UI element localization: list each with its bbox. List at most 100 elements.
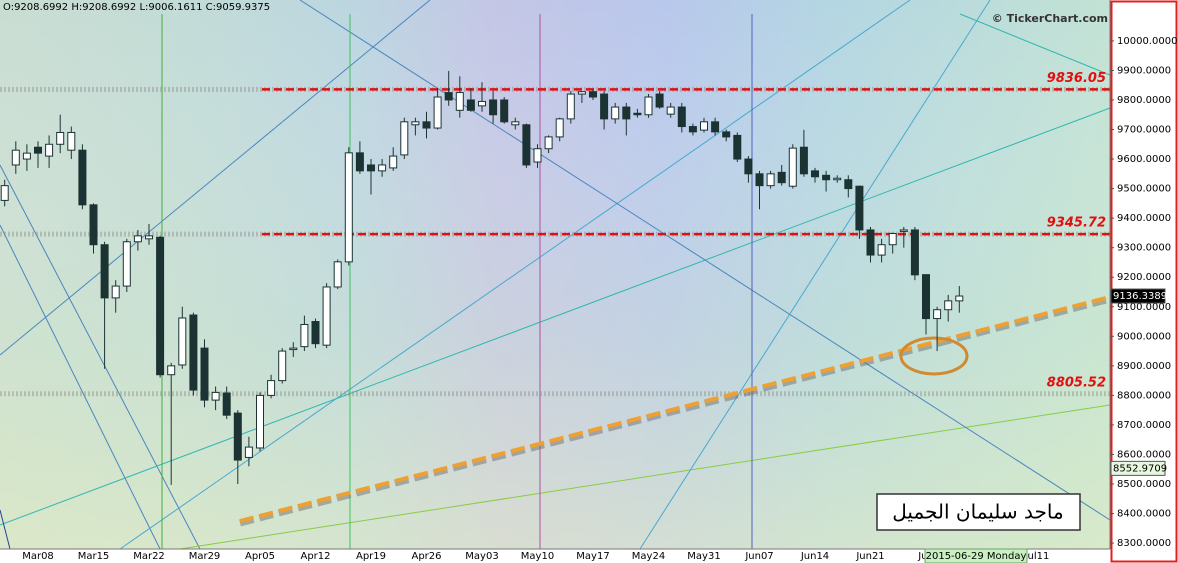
candle-body [411,121,420,126]
candle-body [400,121,409,156]
candle-body [811,170,819,178]
candle-body [300,323,309,348]
candle-body [688,126,697,133]
candle-body [100,244,109,299]
candle-body [788,147,797,187]
candle-body [378,164,387,172]
candle-body [111,285,120,299]
candle-body [422,121,431,129]
y-tick-label: 9900.0000 [1117,65,1171,76]
candle-body [211,391,220,401]
y-tick-label: 9800.0000 [1117,95,1171,106]
y-tick-label: 10000.0000 [1117,36,1177,47]
candle-body [311,321,320,345]
watermark: © TickerChart.com [992,12,1108,25]
candle-body [433,96,442,129]
candle-body [822,174,831,181]
x-tick-label: Jun21 [855,551,884,562]
candle-body [167,365,176,376]
x-tick-label: Mar29 [189,551,221,562]
candle-body [799,146,808,175]
price-tag-box [1110,460,1166,476]
candle-body [666,106,675,115]
x-tick-label: Jun14 [800,551,829,562]
candle-body [744,158,753,175]
candle-body [655,93,664,108]
price-tag-box [1110,288,1166,304]
candle-body [344,152,353,263]
y-tick-label: 9000.0000 [1117,331,1171,342]
signature: ماجد سليمان الجميل [892,500,1063,524]
candle-body [455,92,464,111]
x-tick-label: Mar15 [78,551,110,562]
level-label: 9836.05 [1047,71,1106,86]
candle-body [644,96,653,116]
y-tick-label: 9300.0000 [1117,243,1171,254]
price-axis-frame [1110,0,1178,563]
candle-body [722,131,731,138]
candle-body [489,99,498,116]
x-tick-label: May17 [576,551,609,562]
x-tick-label: Apr05 [245,551,275,562]
x-tick-label: Apr12 [300,551,330,562]
candle-body [899,229,908,232]
x-tick-label: May31 [687,551,720,562]
y-tick-label: 9600.0000 [1117,154,1171,165]
y-tick-label: 8700.0000 [1117,420,1171,431]
candle-body [755,173,764,187]
candle-body [389,155,398,169]
candle-body [189,314,198,391]
candle-body [322,286,331,346]
candle-body [45,143,54,157]
candle-body [267,380,276,396]
signature-box [876,493,1081,531]
candle-body [78,149,87,206]
candle-body [955,295,964,302]
candle-body [922,274,930,320]
candle-body [56,131,65,145]
price-tag: 8552.9709 [1113,463,1167,474]
y-tick-label: 9500.0000 [1117,184,1171,195]
plot-shade [0,0,1110,549]
candle-body [866,229,875,256]
candle-body [466,99,475,111]
y-tick-label: 8600.0000 [1117,449,1171,460]
levels: 9836.05 9345.72 8805.52 [0,71,1110,397]
ohlc-header: O:9208.6992 H:9208.6992 L:9006.1611 C:90… [3,2,270,13]
y-tick-label: 9700.0000 [1117,125,1171,136]
candle-body [156,236,165,376]
candle-body [122,241,131,287]
candle-body [478,100,486,107]
x-tick-label: Mar22 [133,551,165,562]
y-tick-label: 8400.0000 [1117,509,1171,520]
y-tick-label: 9200.0000 [1117,272,1171,283]
candle-body [544,136,553,150]
candle-body [555,118,564,138]
axes: 8300.0000 8400.0000 8500.0000 8600.0000 8700… [22,36,1177,562]
candle-body [677,106,686,128]
y-tick-label: 8800.0000 [1117,390,1171,401]
candle-body [22,152,31,160]
candle-body [511,121,520,126]
candle-body [577,91,586,95]
candle-body [700,121,708,131]
level-label: 8805.52 [1047,375,1106,390]
candle-body [833,177,842,181]
candle-body [367,164,375,172]
x-tick-label: May24 [632,551,665,562]
candle-body [444,92,453,101]
candle-body [600,93,609,120]
trend-line [239,295,1111,523]
candle-body [944,300,953,311]
candle-body [244,446,253,458]
y-tick-label: 8500.0000 [1117,479,1171,490]
candle-body [333,261,342,288]
candle-body [256,394,264,449]
x-tick-label: May10 [521,551,554,562]
candle-body [855,185,864,231]
crosshair-date-box [924,548,1028,563]
y-tick-label: 9400.0000 [1117,213,1171,224]
candle-body [844,179,853,190]
candle-body [777,171,786,184]
